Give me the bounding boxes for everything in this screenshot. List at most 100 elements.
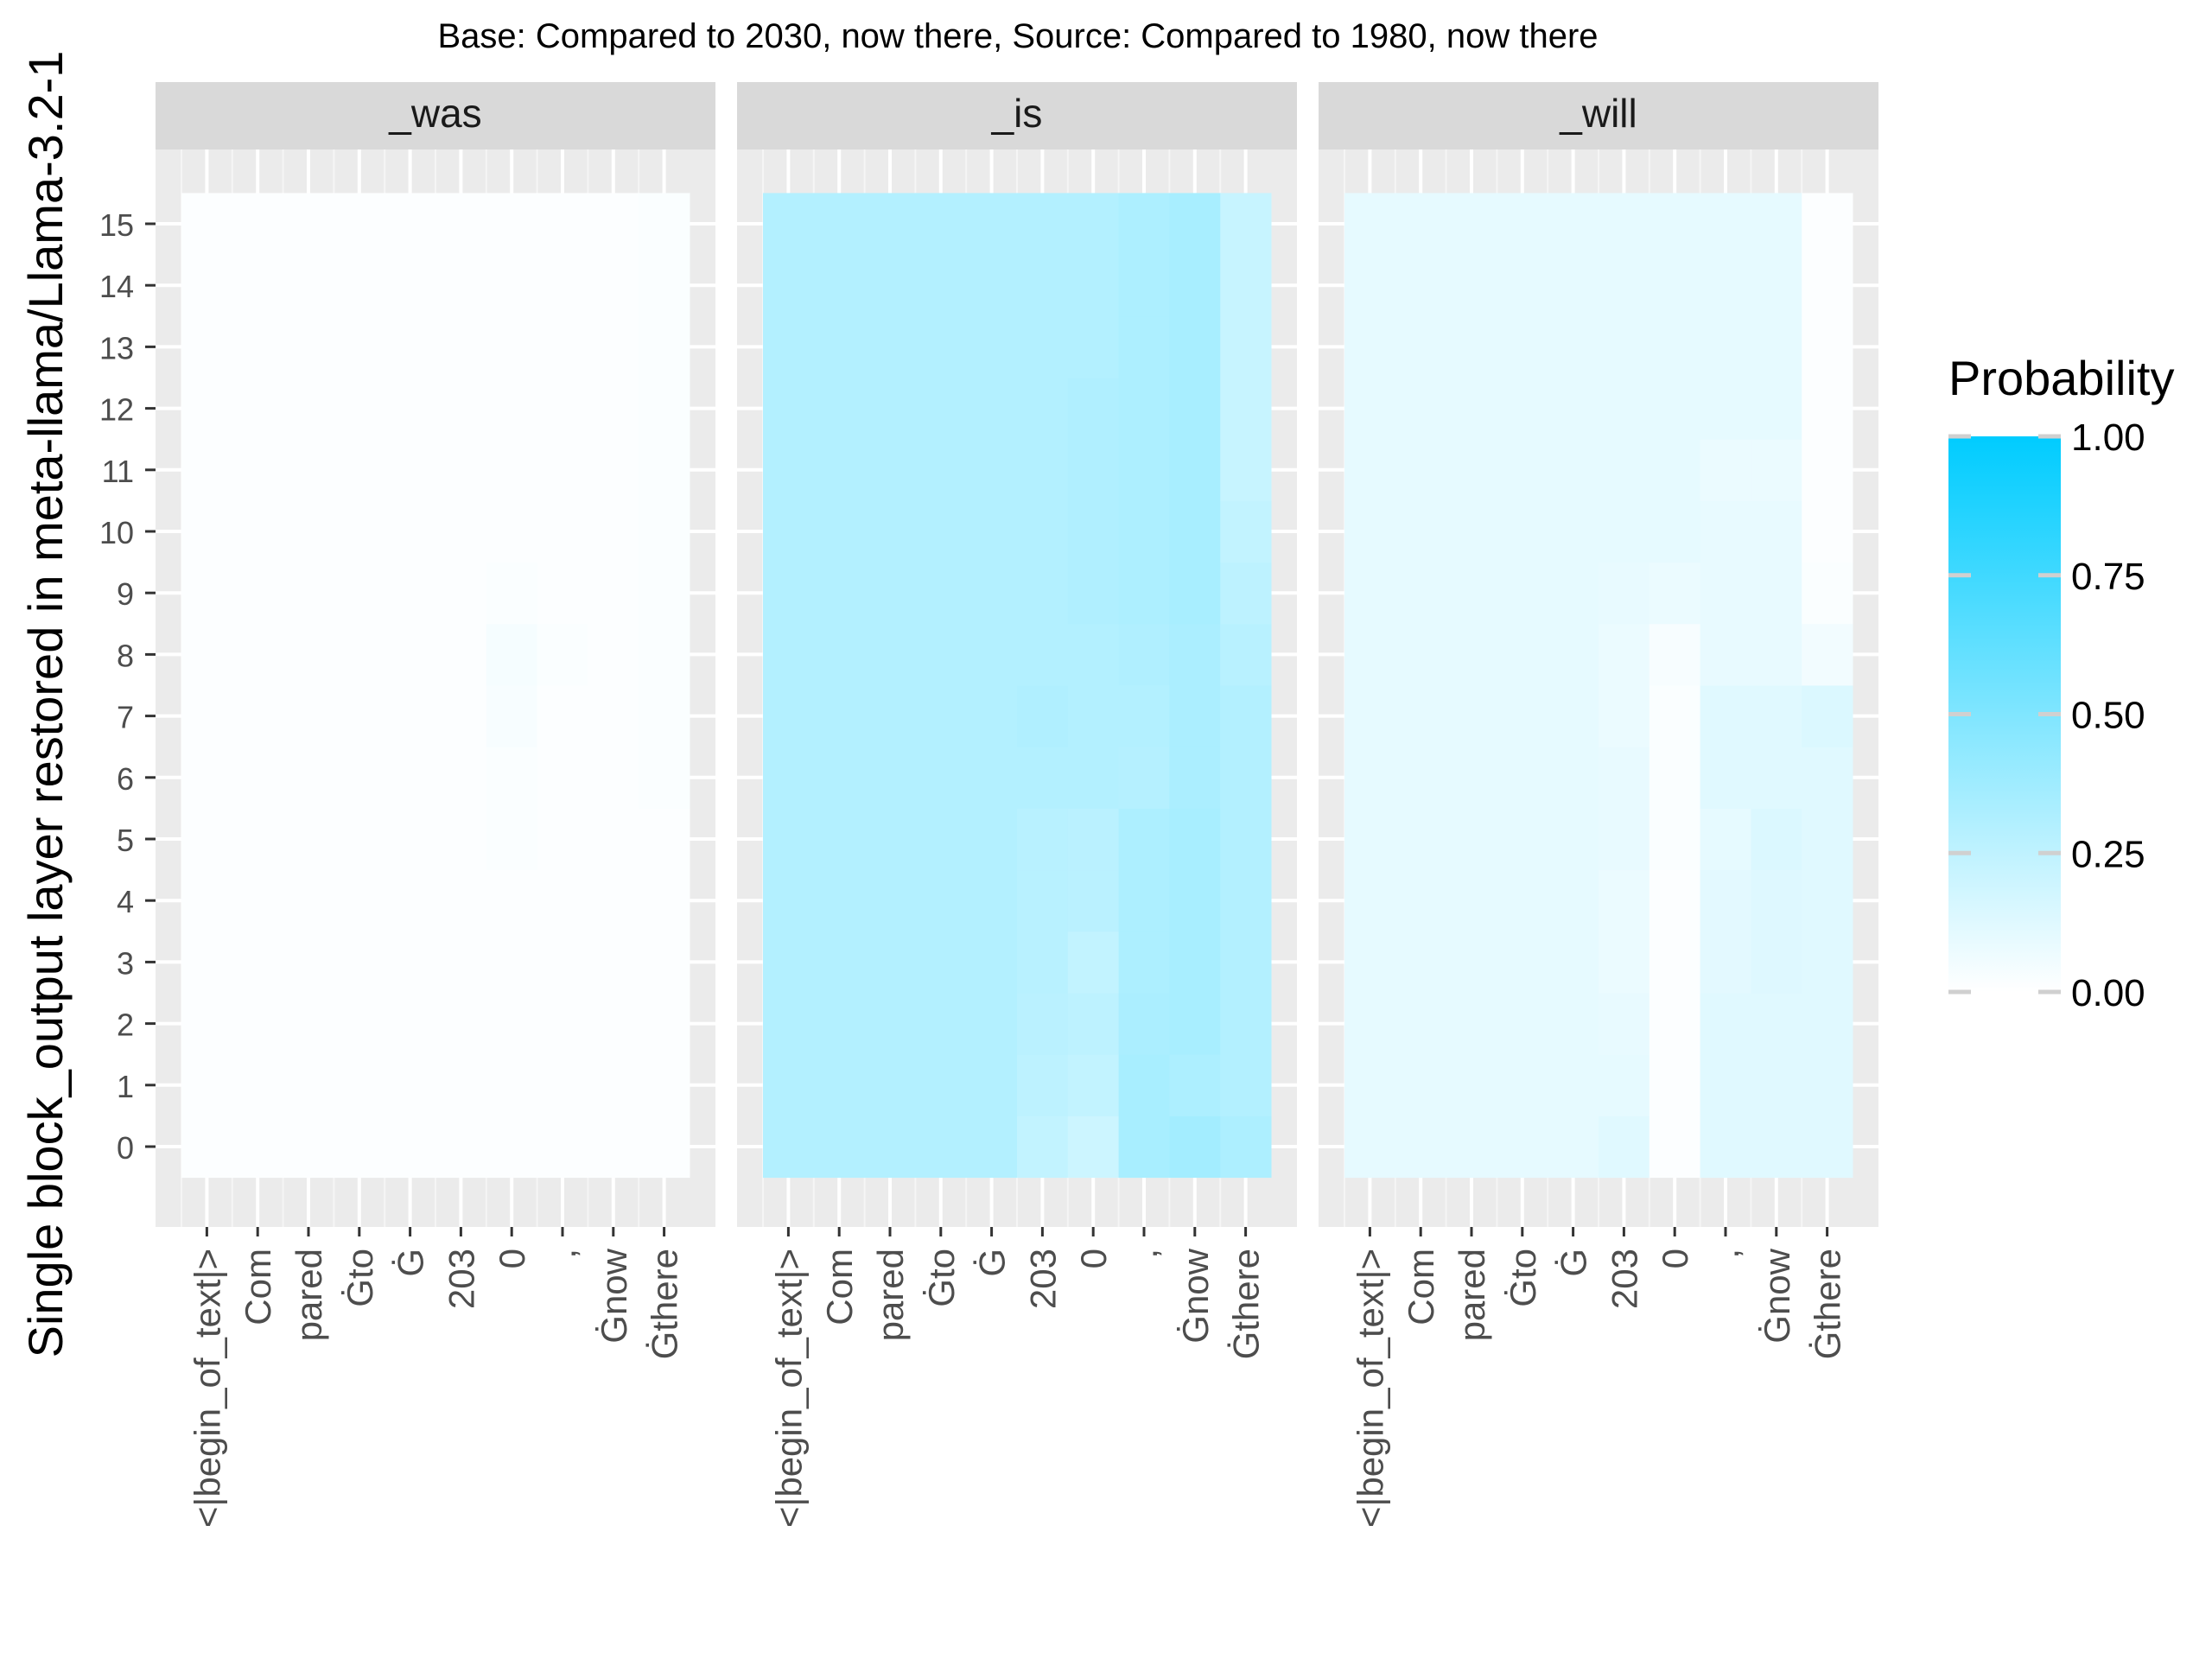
heat-cell <box>1220 193 1272 256</box>
y-tick-label: 12 <box>99 392 134 428</box>
heat-cell <box>1497 1054 1548 1116</box>
heat-cell <box>232 1054 284 1116</box>
heat-cell <box>435 193 487 256</box>
heat-cell <box>763 931 815 994</box>
heat-cell <box>435 315 487 378</box>
x-tick-label: Ġthere <box>645 1249 685 1359</box>
heat-cell <box>1118 869 1170 932</box>
y-tick-label: 4 <box>117 884 134 919</box>
heat-cell <box>864 623 916 686</box>
heat-cell <box>1344 562 1396 625</box>
heat-cell <box>385 869 436 932</box>
heat-cell <box>1118 1054 1170 1116</box>
heat-cell <box>915 378 967 440</box>
heat-cell <box>1169 931 1221 994</box>
legend-tick-label: 1.00 <box>2071 416 2145 459</box>
heat-cell <box>232 993 284 1055</box>
x-tick-label: 0 <box>1073 1249 1114 1268</box>
heat-cell <box>385 378 436 440</box>
y-tick-label: 8 <box>117 638 134 673</box>
x-tick-label: , <box>543 1249 583 1259</box>
heat-cell <box>813 378 866 440</box>
heat-cell <box>1169 685 1221 747</box>
heat-cell <box>334 378 385 440</box>
heat-cell <box>334 500 385 563</box>
heat-cell <box>763 623 815 686</box>
heat-cell <box>1751 623 1802 686</box>
heat-cell <box>486 254 538 317</box>
heat-cell <box>486 378 538 440</box>
heat-cell <box>1599 623 1650 686</box>
heat-cell <box>588 439 639 501</box>
y-tick-label: 6 <box>117 761 134 797</box>
heat-cell <box>1649 562 1701 625</box>
heat-cell <box>1649 808 1701 871</box>
heat-cell <box>1220 993 1272 1055</box>
heat-cell <box>763 685 815 747</box>
heat-cell <box>283 808 334 871</box>
heat-cell <box>639 439 690 501</box>
heat-cell <box>1599 1116 1650 1179</box>
heat-cell <box>1446 439 1497 501</box>
heat-cell <box>385 1054 436 1116</box>
heat-cell <box>1169 747 1221 809</box>
heat-cell <box>1446 747 1497 809</box>
heat-cell <box>1548 623 1599 686</box>
heat-cell <box>232 685 284 747</box>
heat-cell <box>1548 500 1599 563</box>
heat-cell <box>588 500 639 563</box>
heat-cell <box>813 193 866 256</box>
heat-cell <box>588 685 639 747</box>
heat-cell <box>1067 254 1120 317</box>
heat-cell <box>966 1116 1018 1179</box>
heat-cell <box>1599 1054 1650 1116</box>
heat-cell <box>1118 254 1170 317</box>
heat-cell <box>1220 439 1272 501</box>
heat-cell <box>1548 315 1599 378</box>
heat-cell <box>486 193 538 256</box>
heat-cell <box>864 993 916 1055</box>
panel-is: _is <|begin_of_text|> Com pared Ġto Ġ 203 0, Ġno… <box>737 82 1297 1528</box>
heat-cell <box>763 193 815 256</box>
heat-cell <box>385 623 436 686</box>
heat-cell <box>1751 685 1802 747</box>
heat-cell <box>1700 315 1751 378</box>
heat-cell <box>864 500 916 563</box>
heat-cell <box>181 1054 233 1116</box>
heat-cell <box>864 931 916 994</box>
heat-cell <box>334 685 385 747</box>
heat-cell <box>639 623 690 686</box>
heat-cell <box>763 439 815 501</box>
heat-cell <box>1118 439 1170 501</box>
heat-cell <box>181 685 233 747</box>
heat-cell <box>435 254 487 317</box>
heat-cell <box>1017 1116 1069 1179</box>
heat-cell <box>1599 500 1650 563</box>
heat-cell <box>1220 378 1272 440</box>
heat-cell <box>334 1116 385 1179</box>
heat-cell <box>435 562 487 625</box>
heat-cell <box>181 808 233 871</box>
heat-cell <box>1497 623 1548 686</box>
heat-cell <box>1446 808 1497 871</box>
heat-cell <box>1649 993 1701 1055</box>
heat-cell <box>1802 993 1853 1055</box>
heat-cell <box>1017 193 1069 256</box>
heat-cell <box>915 439 967 501</box>
heat-cell <box>639 1054 690 1116</box>
heat-cell <box>588 1116 639 1179</box>
heat-cell <box>813 869 866 932</box>
heat-cell <box>1395 500 1447 563</box>
x-tick-label: Ġto <box>921 1249 962 1307</box>
heat-cell <box>1118 315 1170 378</box>
heat-cell <box>1344 808 1396 871</box>
x-tick-label: pared <box>289 1249 329 1341</box>
heat-cell <box>588 378 639 440</box>
heat-cell <box>283 254 334 317</box>
heat-cell <box>232 315 284 378</box>
heat-cell <box>639 747 690 809</box>
heat-cell <box>1497 993 1548 1055</box>
heat-cell <box>1548 931 1599 994</box>
heat-cell <box>915 1116 967 1179</box>
